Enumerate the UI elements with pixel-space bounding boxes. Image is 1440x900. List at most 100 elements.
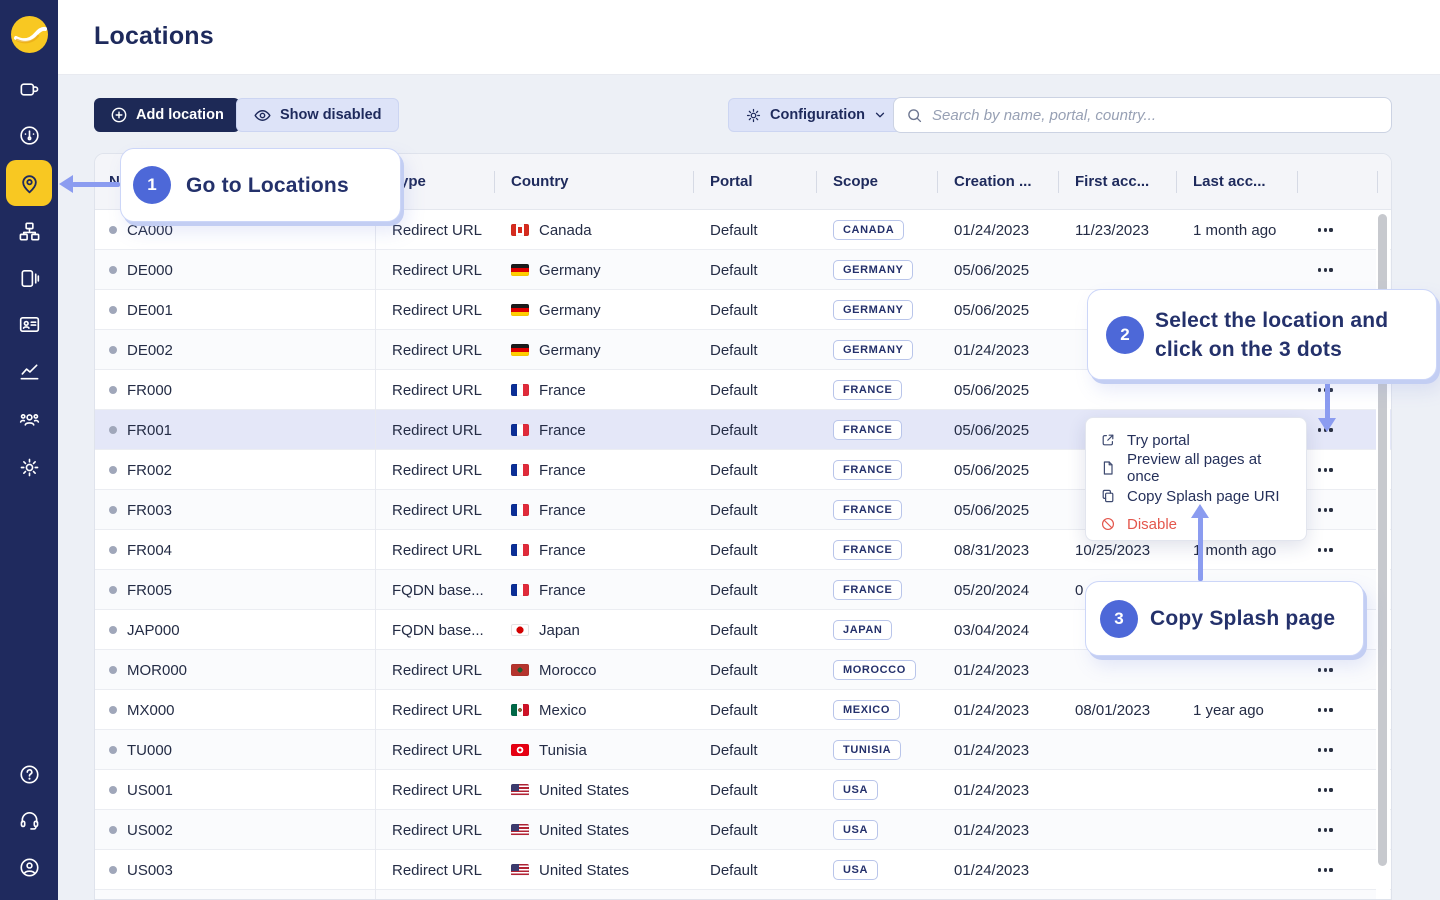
status-dot-icon xyxy=(109,506,117,514)
menu-item-preview-all-pages[interactable]: Preview all pages at once xyxy=(1086,454,1306,482)
table-row[interactable]: US001 Redirect URL United States Default… xyxy=(95,770,1391,810)
show-disabled-button[interactable]: Show disabled xyxy=(236,98,399,132)
creation-date: 01/24/2023 xyxy=(938,650,1059,690)
country-flag-icon xyxy=(511,464,529,476)
first-access-date: 08/01/2023 xyxy=(1059,690,1177,730)
panels-icon[interactable] xyxy=(0,255,58,301)
row-actions-button[interactable] xyxy=(1314,822,1337,837)
creation-date: 01/24/2023 xyxy=(938,770,1059,810)
location-name: CA000 xyxy=(127,222,173,239)
chart-icon[interactable] xyxy=(0,348,58,394)
column-header-portal[interactable]: Portal xyxy=(694,154,817,210)
first-access-date xyxy=(1059,810,1177,850)
row-actions-button[interactable] xyxy=(1314,222,1337,237)
portal-name: Default xyxy=(694,730,817,770)
location-type: Redirect URL xyxy=(376,770,495,810)
status-dot-icon xyxy=(109,386,117,394)
id-card-icon[interactable] xyxy=(0,301,58,347)
row-actions-button[interactable] xyxy=(1314,462,1337,477)
scope-badge: FRANCE xyxy=(833,460,902,480)
portal-name: Default xyxy=(694,650,817,690)
country-name: France xyxy=(539,422,586,439)
scope-badge: USA xyxy=(833,860,878,880)
app-logo-icon[interactable] xyxy=(11,16,48,53)
row-actions-button[interactable] xyxy=(1314,662,1337,677)
sidebar-item-locations[interactable] xyxy=(6,160,52,206)
row-actions-button[interactable] xyxy=(1314,862,1337,877)
last-access xyxy=(1177,650,1298,690)
external-link-icon xyxy=(1100,432,1116,448)
table-row[interactable]: USA xyxy=(95,890,1391,900)
show-disabled-label: Show disabled xyxy=(280,107,382,123)
location-name: FR002 xyxy=(127,462,172,479)
location-type: Redirect URL xyxy=(376,290,495,330)
callout-3-arrowhead-icon xyxy=(1191,504,1209,518)
configuration-button[interactable]: Configuration xyxy=(728,98,904,132)
location-name: MX000 xyxy=(127,702,175,719)
location-type: Redirect URL xyxy=(376,810,495,850)
country-name: France xyxy=(539,542,586,559)
column-header-first-access[interactable]: First acc... xyxy=(1059,154,1177,210)
creation-date: 05/06/2025 xyxy=(938,450,1059,490)
step-3-badge: 3 xyxy=(1100,600,1138,638)
location-name: US001 xyxy=(127,782,173,799)
table-row[interactable]: MX000 Redirect URL Mexico Default MEXICO… xyxy=(95,690,1391,730)
creation-date: 05/20/2024 xyxy=(938,570,1059,610)
location-name: US003 xyxy=(127,862,173,879)
column-header-last-access[interactable]: Last acc... xyxy=(1177,154,1298,210)
row-actions-button[interactable] xyxy=(1314,782,1337,797)
column-header-creation[interactable]: Creation ... xyxy=(938,154,1059,210)
row-actions-button[interactable] xyxy=(1314,742,1337,757)
callout-step-3: 3 Copy Splash page xyxy=(1085,581,1364,656)
creation-date: 05/06/2025 xyxy=(938,490,1059,530)
location-type: Redirect URL xyxy=(376,450,495,490)
row-actions-button[interactable] xyxy=(1314,502,1337,517)
table-row[interactable]: US003 Redirect URL United States Default… xyxy=(95,850,1391,890)
creation-date: 01/24/2023 xyxy=(938,810,1059,850)
column-header-scope[interactable]: Scope xyxy=(817,154,938,210)
column-header-country[interactable]: Country xyxy=(495,154,694,210)
step-1-badge: 1 xyxy=(133,166,171,204)
callout-step-2: 2 Select the location andclick on the 3 … xyxy=(1087,289,1437,380)
first-access-date xyxy=(1059,650,1177,690)
location-type: Redirect URL xyxy=(376,690,495,730)
location-type xyxy=(376,890,495,900)
sidebar xyxy=(0,0,58,900)
country-flag-icon xyxy=(511,784,529,796)
table-row[interactable]: TU000 Redirect URL Tunisia Default TUNIS… xyxy=(95,730,1391,770)
sitemap-icon[interactable] xyxy=(0,208,58,254)
scope-badge: USA xyxy=(833,780,878,800)
location-name: US002 xyxy=(127,822,173,839)
portal-name xyxy=(694,890,817,900)
headset-icon[interactable] xyxy=(0,797,58,843)
location-name: FR003 xyxy=(127,502,172,519)
search-input[interactable] xyxy=(932,107,1379,124)
status-dot-icon xyxy=(109,786,117,794)
scope-badge: CANADA xyxy=(833,220,904,240)
configuration-label: Configuration xyxy=(770,107,865,123)
country-name: Japan xyxy=(539,622,580,639)
menu-item-try-portal[interactable]: Try portal xyxy=(1086,426,1306,454)
callout-step-1: 1 Go to Locations xyxy=(120,148,401,222)
callout-2-arrow xyxy=(1325,379,1330,420)
row-actions-button[interactable] xyxy=(1314,702,1337,717)
first-access-date xyxy=(1059,250,1177,290)
row-actions-button[interactable] xyxy=(1314,542,1337,557)
gauge-icon[interactable] xyxy=(0,112,58,158)
portal-name: Default xyxy=(694,690,817,730)
creation-date: 05/06/2025 xyxy=(938,370,1059,410)
table-row[interactable]: US002 Redirect URL United States Default… xyxy=(95,810,1391,850)
row-actions-button[interactable] xyxy=(1314,262,1337,277)
account-icon[interactable] xyxy=(0,844,58,890)
country-flag-icon xyxy=(511,504,529,516)
country-flag-icon xyxy=(511,864,529,876)
country-flag-icon xyxy=(511,304,529,316)
table-row[interactable]: MOR000 Redirect URL Morocco Default MORO… xyxy=(95,650,1391,690)
add-location-button[interactable]: Add location xyxy=(94,98,240,132)
portal-name: Default xyxy=(694,490,817,530)
users-icon[interactable] xyxy=(0,396,58,442)
help-icon[interactable] xyxy=(0,751,58,797)
gear-icon[interactable] xyxy=(0,444,58,490)
cup-icon[interactable] xyxy=(0,66,58,112)
table-row[interactable]: DE000 Redirect URL Germany Default GERMA… xyxy=(95,250,1391,290)
